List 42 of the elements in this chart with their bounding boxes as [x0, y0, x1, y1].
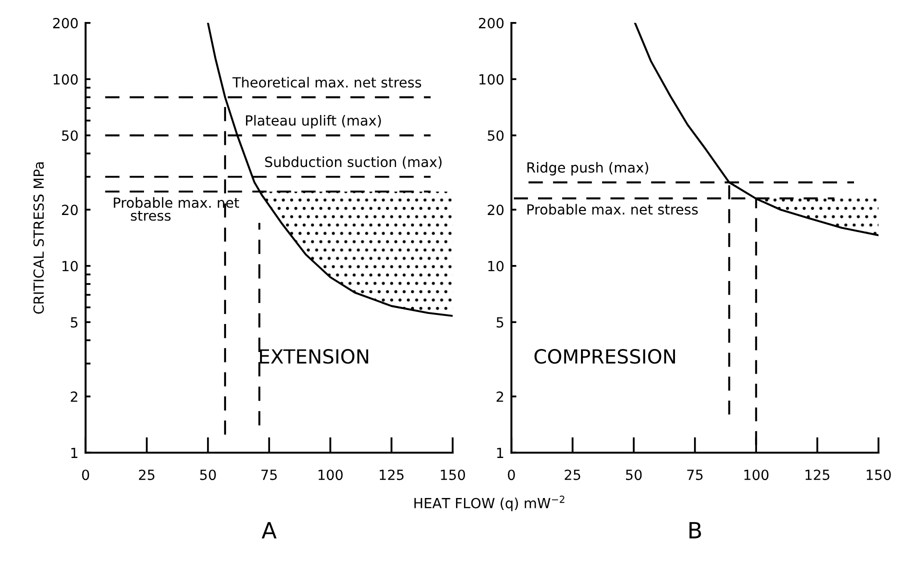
x-tick-label: 50 [200, 470, 216, 480]
annotation: EXTENSION [260, 349, 368, 364]
x-tick-label: 125 [806, 470, 830, 480]
x-tick-label: 150 [866, 470, 891, 480]
annotation: Subduction suction (max) [265, 156, 442, 169]
y-tick-label: 10 [488, 260, 504, 272]
y-tick-label: 100 [54, 74, 78, 85]
annotation: Ridge push (max) [527, 162, 648, 176]
annotation: Plateau uplift (max) [246, 114, 381, 128]
text: B [689, 522, 701, 538]
x-tick-label: 0 [508, 470, 515, 480]
annotation: Theoretical max. net stress [232, 76, 422, 88]
y-axis-title: CRITICAL STRESS MPa [33, 162, 44, 314]
x-tick-label: 100 [744, 470, 768, 480]
y-tick-label: 5 [496, 317, 504, 328]
x-tick-label: 75 [687, 470, 703, 480]
annotation: COMPRESSION [534, 349, 675, 364]
x-tick-label: 0 [82, 470, 90, 480]
x-tick-label: 25 [564, 470, 580, 480]
y-tick-label: 20 [62, 204, 78, 216]
y-tick-label: 5 [70, 317, 78, 328]
y-tick-label: 50 [488, 130, 504, 141]
y-tick-label: 10 [62, 260, 78, 272]
x-tick-label: 150 [440, 470, 465, 480]
x-tick-label: 125 [380, 470, 404, 480]
y-tick-label: 2 [70, 391, 78, 402]
y-tick-label: 1 [71, 448, 78, 458]
x-tick-label: 75 [261, 470, 277, 480]
x-tick-label: 50 [626, 470, 642, 480]
annotation: Probable max. net stress [527, 204, 698, 215]
y-tick-label: 1 [497, 448, 504, 458]
y-tick-label: 200 [478, 18, 504, 28]
annotation: Probable max. net stress [114, 197, 240, 221]
y-tick-label: 200 [53, 18, 78, 28]
y-tick-label: 50 [62, 130, 78, 141]
text: A [262, 522, 277, 538]
x-axis-title: HEAT FLOW (q) mW$^{−2}$ [414, 496, 564, 512]
y-tick-label: 20 [488, 204, 504, 216]
x-tick-label: 100 [318, 470, 343, 480]
y-tick-label: 100 [479, 74, 504, 85]
x-tick-label: 25 [138, 470, 154, 480]
y-tick-label: 2 [496, 391, 504, 402]
